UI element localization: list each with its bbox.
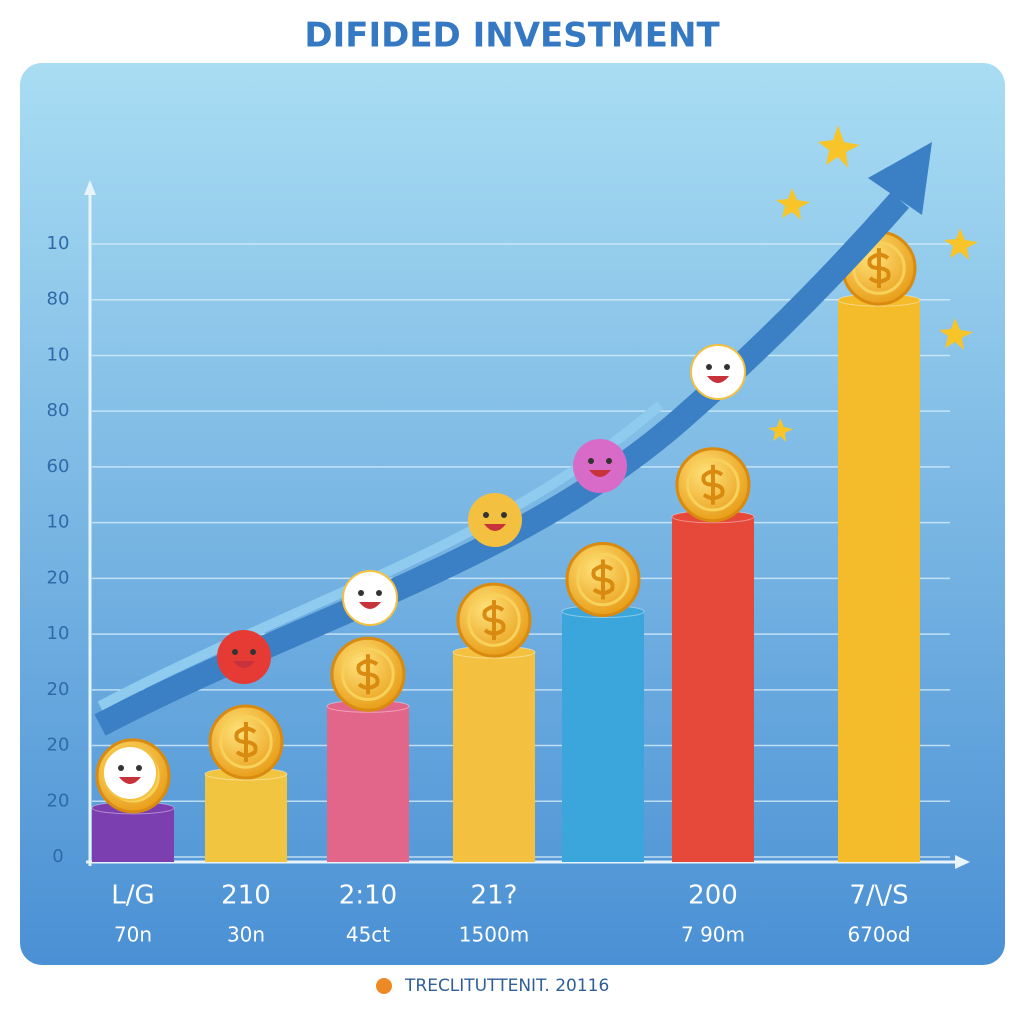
- coin-symbol: [482, 600, 506, 641]
- coin-inner: [467, 593, 521, 647]
- coin-symbol: [701, 464, 725, 505]
- mouth: [589, 470, 611, 477]
- eye: [606, 458, 612, 464]
- coin-inner: [219, 715, 273, 769]
- coin-inner: [341, 647, 395, 701]
- coin-symbol: [867, 248, 891, 289]
- x-tick-label: 200: [688, 881, 738, 911]
- eye: [358, 590, 364, 596]
- bar: [838, 300, 920, 863]
- coin-symbol: [356, 654, 380, 695]
- face: [217, 630, 271, 684]
- x-tick-label: 21?: [471, 881, 518, 911]
- y-axis-label: 20: [47, 679, 70, 700]
- y-axis-label: 80: [47, 400, 70, 421]
- footer: TRECLITUTTENIT. 20116: [404, 976, 609, 996]
- bar: [205, 773, 287, 862]
- bar: [562, 611, 644, 862]
- y-axis-label: 60: [47, 456, 70, 477]
- x-tick-label: 2:10: [339, 881, 397, 911]
- x-sublabel: 7 90m: [681, 923, 745, 947]
- y-axis-label: 20: [47, 567, 70, 588]
- trend-arrow-head: [868, 142, 932, 215]
- y-axis-arrow: [84, 180, 96, 195]
- coin-symbol: [234, 721, 258, 762]
- y-axis-label: 10: [47, 512, 70, 533]
- eye: [136, 765, 142, 771]
- y-axis-label: 80: [47, 289, 70, 310]
- bar: [327, 706, 409, 862]
- y-axis-label: 20: [47, 735, 70, 756]
- face: [573, 439, 627, 493]
- y-axis-label: 10: [47, 344, 70, 365]
- face: [102, 745, 158, 801]
- faces: [102, 344, 746, 801]
- bar: [453, 652, 535, 862]
- eye: [588, 458, 594, 464]
- x-sublabel: 30n: [227, 923, 265, 947]
- footer-dot: [376, 978, 392, 994]
- y-axis-label: 0: [52, 846, 63, 867]
- eye: [724, 364, 730, 370]
- face: [342, 570, 398, 626]
- mouth: [359, 602, 381, 609]
- mouth: [119, 777, 141, 784]
- bars: L/G 70n 210 30n 2:10 45ct 21? 1500m 200 7 90m 7/\/…: [91, 230, 921, 947]
- x-tick-label: L/G: [111, 881, 154, 911]
- y-axis-label: 10: [47, 233, 70, 254]
- x-sublabel: 1500m: [459, 923, 529, 947]
- x-sublabel: 670od: [847, 923, 910, 947]
- bar: [92, 807, 174, 862]
- x-sublabel: 70n: [114, 923, 152, 947]
- eye: [706, 364, 712, 370]
- eye: [232, 649, 238, 655]
- x-tick-label: 7/\/S: [849, 881, 908, 911]
- eye: [118, 765, 124, 771]
- x-axis-arrow: [955, 855, 970, 869]
- x-sublabel: 45ct: [346, 923, 390, 947]
- coin-inner: [686, 458, 740, 512]
- chart-title: DIFIDED INVESTMENT: [304, 16, 720, 56]
- eye: [376, 590, 382, 596]
- bar: [672, 516, 754, 862]
- eye: [483, 512, 489, 518]
- mouth: [484, 524, 506, 531]
- coin-symbol: [591, 559, 615, 600]
- y-axis-label: 10: [47, 623, 70, 644]
- stars: [768, 125, 978, 442]
- x-tick-label: 210: [221, 881, 271, 911]
- face: [468, 493, 522, 547]
- face: [690, 344, 746, 400]
- mouth: [233, 661, 255, 668]
- coin-inner: [576, 552, 630, 607]
- eye: [250, 649, 256, 655]
- eye: [501, 512, 507, 518]
- mouth: [707, 376, 729, 383]
- y-axis-label: 20: [47, 790, 70, 811]
